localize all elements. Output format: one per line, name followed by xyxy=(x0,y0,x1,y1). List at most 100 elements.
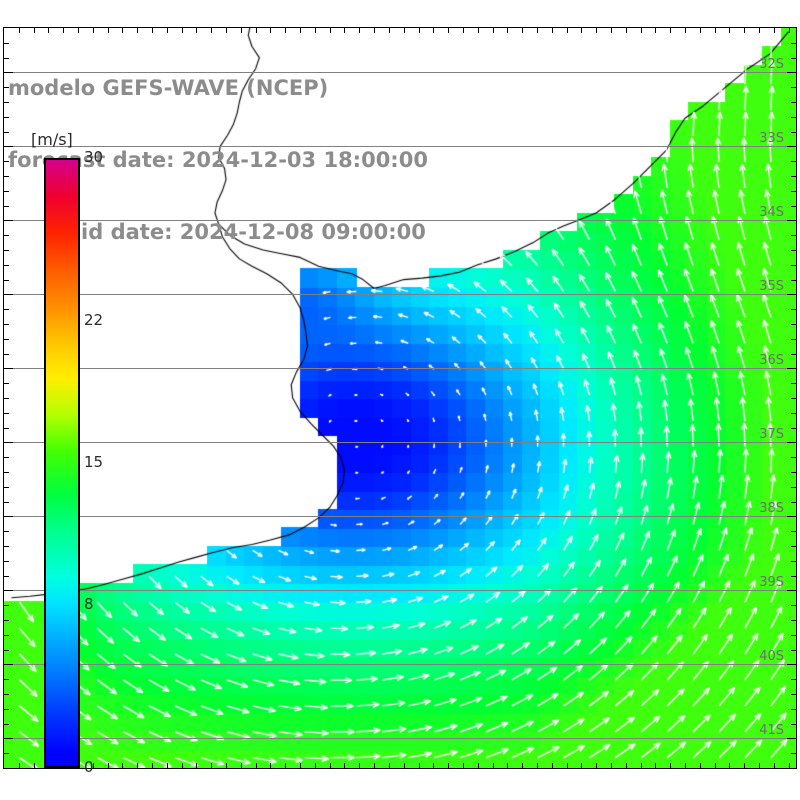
axis-tick-minor xyxy=(791,635,796,636)
axis-tick-major xyxy=(4,368,13,369)
axis-tick-minor xyxy=(791,605,796,606)
axis-tick-minor xyxy=(182,763,183,768)
axis-tick-minor xyxy=(226,763,227,768)
axis-tick-minor xyxy=(791,487,796,488)
axis-tick-major xyxy=(787,664,796,665)
axis-tick-minor xyxy=(791,117,796,118)
axis-tick-minor xyxy=(330,763,331,768)
axis-tick-minor xyxy=(167,28,168,33)
axis-tick-minor xyxy=(270,763,271,768)
axis-tick-minor xyxy=(4,457,9,458)
grid-line-lat xyxy=(4,738,796,739)
axis-tick-minor xyxy=(182,28,183,33)
axis-tick-minor xyxy=(344,28,345,33)
axis-tick-major xyxy=(787,368,796,369)
axis-tick-minor xyxy=(389,763,390,768)
axis-tick-minor xyxy=(4,472,9,473)
grid-line-lat xyxy=(4,294,796,295)
axis-tick-minor xyxy=(522,28,523,33)
axis-tick-minor xyxy=(4,502,9,503)
colorbar-tick-label: 22 xyxy=(84,310,104,329)
axis-tick-minor xyxy=(404,763,405,768)
axis-tick-minor xyxy=(791,413,796,414)
axis-tick-major xyxy=(4,738,13,739)
axis-tick-minor xyxy=(4,309,9,310)
axis-tick-minor xyxy=(791,576,796,577)
axis-tick-minor xyxy=(791,457,796,458)
axis-tick-minor xyxy=(4,531,9,532)
axis-tick-major xyxy=(4,294,13,295)
axis-tick-minor xyxy=(744,763,745,768)
axis-tick-minor xyxy=(448,763,449,768)
axis-tick-minor xyxy=(137,763,138,768)
axis-tick-minor xyxy=(567,28,568,33)
axis-tick-minor xyxy=(4,605,9,606)
axis-tick-minor xyxy=(4,428,9,429)
axis-tick-minor xyxy=(226,28,227,33)
colorbar-tick-label: 0 xyxy=(84,758,94,776)
axis-tick-minor xyxy=(626,763,627,768)
axis-tick-minor xyxy=(791,561,796,562)
axis-tick-minor xyxy=(211,28,212,33)
axis-tick-minor xyxy=(448,28,449,33)
axis-tick-minor xyxy=(256,763,257,768)
axis-tick-minor xyxy=(791,235,796,236)
axis-tick-minor xyxy=(4,43,9,44)
axis-tick-minor xyxy=(374,763,375,768)
axis-tick-minor xyxy=(611,28,612,33)
axis-tick-minor xyxy=(4,679,9,680)
axis-tick-major xyxy=(787,738,796,739)
grid-line-lat xyxy=(4,590,796,591)
axis-tick-minor xyxy=(791,694,796,695)
axis-tick-minor xyxy=(4,102,9,103)
axis-tick-minor xyxy=(744,28,745,33)
axis-tick-minor xyxy=(655,763,656,768)
axis-tick-minor xyxy=(507,28,508,33)
axis-tick-minor xyxy=(359,763,360,768)
axis-tick-minor xyxy=(791,709,796,710)
axis-tick-minor xyxy=(611,763,612,768)
axis-tick-minor xyxy=(507,763,508,768)
axis-tick-minor xyxy=(4,191,9,192)
colorbar-tick-label: 15 xyxy=(84,453,104,471)
axis-tick-minor xyxy=(715,763,716,768)
grid-line-lat xyxy=(4,442,796,443)
axis-tick-minor xyxy=(791,472,796,473)
axis-tick-minor xyxy=(493,28,494,33)
axis-tick-minor xyxy=(791,398,796,399)
axis-tick-minor xyxy=(4,87,9,88)
axis-tick-minor xyxy=(404,28,405,33)
latitude-label: 37S xyxy=(759,427,784,442)
axis-tick-minor xyxy=(791,132,796,133)
axis-tick-major xyxy=(787,516,796,517)
latitude-label: 39S xyxy=(759,575,784,590)
axis-tick-minor xyxy=(4,650,9,651)
axis-tick-minor xyxy=(596,28,597,33)
axis-tick-minor xyxy=(791,206,796,207)
grid-line-lat xyxy=(4,368,796,369)
latitude-label: 32S xyxy=(759,57,784,72)
latitude-label: 36S xyxy=(759,353,784,368)
axis-tick-minor xyxy=(419,763,420,768)
axis-tick-minor xyxy=(552,763,553,768)
axis-tick-minor xyxy=(433,763,434,768)
axis-tick-minor xyxy=(78,28,79,33)
latitude-label: 34S xyxy=(759,205,784,220)
axis-tick-minor xyxy=(4,635,9,636)
axis-tick-minor xyxy=(93,763,94,768)
axis-tick-minor xyxy=(359,28,360,33)
axis-tick-minor xyxy=(791,324,796,325)
axis-tick-minor xyxy=(791,531,796,532)
axis-tick-minor xyxy=(791,280,796,281)
axis-tick-minor xyxy=(791,339,796,340)
axis-tick-minor xyxy=(4,561,9,562)
axis-tick-minor xyxy=(19,763,20,768)
axis-tick-major xyxy=(4,664,13,665)
axis-tick-minor xyxy=(774,763,775,768)
axis-tick-minor xyxy=(4,250,9,251)
axis-tick-minor xyxy=(419,28,420,33)
axis-tick-minor xyxy=(34,763,35,768)
colorbar-tick-label: 30 xyxy=(84,148,104,166)
colorbar xyxy=(44,158,80,768)
